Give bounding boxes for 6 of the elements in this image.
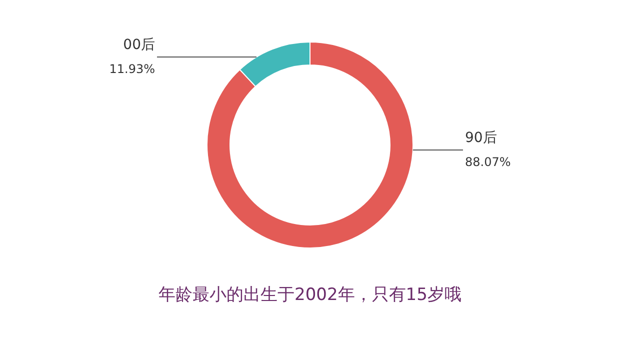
text: 年龄最小的出生于2002年，只有15岁哦 [158,285,462,305]
data-label: 11.93% [109,62,155,76]
data-label: 88.07% [465,155,511,169]
donut-slice [206,42,414,248]
slice-label: 00后 [123,37,155,53]
slice-label: 90后 [465,130,497,146]
